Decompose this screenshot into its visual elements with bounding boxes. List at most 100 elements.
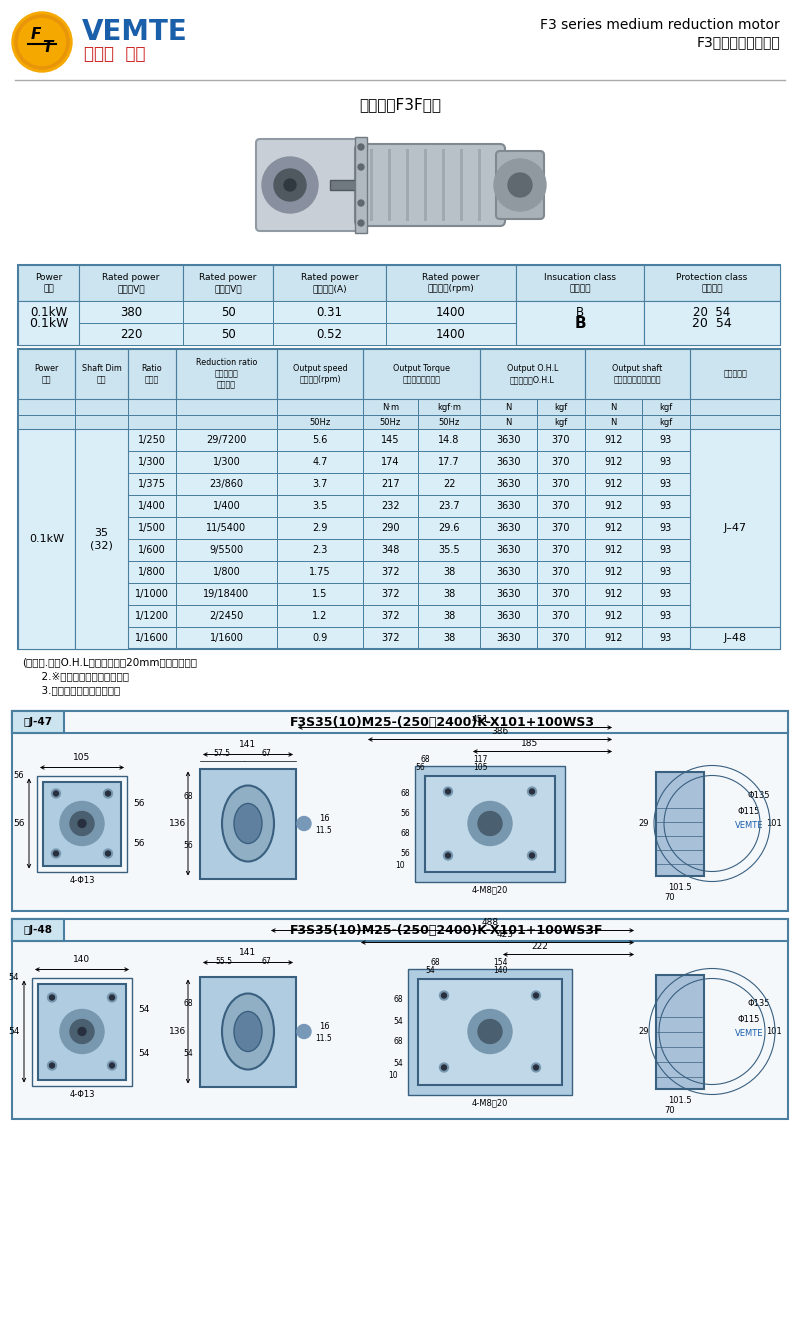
Text: 11/5400: 11/5400 bbox=[206, 523, 246, 532]
Bar bbox=[176, 429, 277, 451]
Bar bbox=[277, 583, 363, 605]
Text: 1/300: 1/300 bbox=[213, 457, 240, 467]
Bar bbox=[386, 323, 516, 345]
Bar bbox=[418, 414, 480, 429]
Circle shape bbox=[534, 992, 538, 998]
Text: 136: 136 bbox=[170, 819, 186, 827]
Circle shape bbox=[284, 178, 296, 190]
Bar bbox=[75, 429, 128, 451]
Bar bbox=[585, 473, 642, 495]
Text: 38: 38 bbox=[443, 611, 455, 621]
Text: 54: 54 bbox=[393, 1059, 403, 1067]
Text: 3630: 3630 bbox=[496, 567, 521, 577]
Circle shape bbox=[439, 991, 449, 1000]
Text: 488: 488 bbox=[482, 919, 498, 927]
Bar bbox=[12, 919, 788, 941]
Bar bbox=[418, 561, 480, 583]
Text: 93: 93 bbox=[660, 633, 672, 642]
Bar bbox=[176, 628, 277, 649]
Circle shape bbox=[274, 169, 306, 201]
Text: 68: 68 bbox=[393, 1037, 403, 1046]
Circle shape bbox=[103, 789, 113, 798]
Text: 50Hz: 50Hz bbox=[380, 417, 401, 426]
Bar bbox=[355, 137, 367, 233]
Bar bbox=[516, 300, 644, 345]
Text: 912: 912 bbox=[604, 479, 622, 489]
Bar bbox=[128, 539, 176, 561]
Bar bbox=[75, 451, 128, 473]
Text: 912: 912 bbox=[604, 589, 622, 599]
Bar bbox=[277, 400, 363, 414]
Bar bbox=[75, 539, 128, 561]
Bar bbox=[75, 583, 128, 605]
Bar bbox=[442, 149, 445, 221]
Bar bbox=[537, 400, 585, 414]
Text: 3630: 3630 bbox=[496, 589, 521, 599]
Text: 19/18400: 19/18400 bbox=[203, 589, 250, 599]
Bar bbox=[363, 400, 418, 414]
Text: 912: 912 bbox=[604, 567, 622, 577]
Bar bbox=[386, 266, 516, 300]
FancyBboxPatch shape bbox=[496, 152, 544, 219]
Text: 290: 290 bbox=[382, 523, 400, 532]
Text: N·m: N·m bbox=[382, 402, 399, 412]
Text: 912: 912 bbox=[604, 502, 622, 511]
Circle shape bbox=[12, 12, 72, 72]
Bar bbox=[642, 495, 690, 518]
Text: 93: 93 bbox=[660, 457, 672, 467]
Bar bbox=[18, 583, 75, 605]
Bar bbox=[406, 149, 409, 221]
Text: 386: 386 bbox=[491, 727, 509, 736]
Text: 145: 145 bbox=[382, 434, 400, 445]
Bar bbox=[363, 518, 418, 539]
Text: B: B bbox=[576, 306, 584, 319]
Text: 2/2450: 2/2450 bbox=[210, 611, 244, 621]
Text: 185: 185 bbox=[522, 739, 538, 748]
Text: 370: 370 bbox=[552, 523, 570, 532]
Circle shape bbox=[358, 164, 364, 170]
Text: 423: 423 bbox=[497, 931, 514, 939]
Text: 101.5: 101.5 bbox=[668, 1096, 692, 1105]
Bar bbox=[18, 300, 79, 345]
Text: 23.7: 23.7 bbox=[438, 502, 460, 511]
Bar bbox=[537, 628, 585, 649]
Bar bbox=[128, 400, 176, 414]
Text: 38.3: 38.3 bbox=[482, 819, 498, 827]
Text: 1400: 1400 bbox=[436, 306, 466, 319]
Bar bbox=[418, 495, 480, 518]
Text: 0.9: 0.9 bbox=[312, 633, 328, 642]
Text: 56: 56 bbox=[183, 842, 193, 850]
Bar bbox=[18, 429, 75, 649]
Text: 29/7200: 29/7200 bbox=[206, 434, 246, 445]
Bar bbox=[176, 414, 277, 429]
Text: Φ135: Φ135 bbox=[748, 791, 770, 801]
Circle shape bbox=[446, 789, 450, 794]
Bar bbox=[480, 349, 585, 400]
Text: 9/5500: 9/5500 bbox=[210, 544, 243, 555]
Bar bbox=[388, 149, 391, 221]
Text: 圖J-48: 圖J-48 bbox=[23, 925, 53, 935]
Text: 56: 56 bbox=[400, 849, 410, 858]
Text: 54: 54 bbox=[393, 1016, 403, 1026]
Text: 4-M8淲20: 4-M8淲20 bbox=[472, 885, 508, 894]
Bar bbox=[18, 518, 75, 539]
FancyBboxPatch shape bbox=[256, 139, 359, 231]
Text: 912: 912 bbox=[604, 523, 622, 532]
Bar bbox=[690, 400, 780, 414]
Text: 3630: 3630 bbox=[496, 611, 521, 621]
Circle shape bbox=[70, 1019, 94, 1043]
Bar bbox=[128, 473, 176, 495]
Text: 370: 370 bbox=[552, 457, 570, 467]
Bar bbox=[642, 539, 690, 561]
Bar bbox=[363, 429, 418, 451]
Text: 56: 56 bbox=[134, 839, 145, 848]
Bar bbox=[277, 628, 363, 649]
Text: 0.31: 0.31 bbox=[317, 306, 342, 319]
Text: 93: 93 bbox=[660, 434, 672, 445]
Bar bbox=[642, 451, 690, 473]
Text: 68: 68 bbox=[183, 999, 193, 1008]
Bar bbox=[408, 968, 572, 1094]
Bar bbox=[642, 400, 690, 414]
Bar bbox=[277, 451, 363, 473]
Text: 912: 912 bbox=[604, 633, 622, 642]
